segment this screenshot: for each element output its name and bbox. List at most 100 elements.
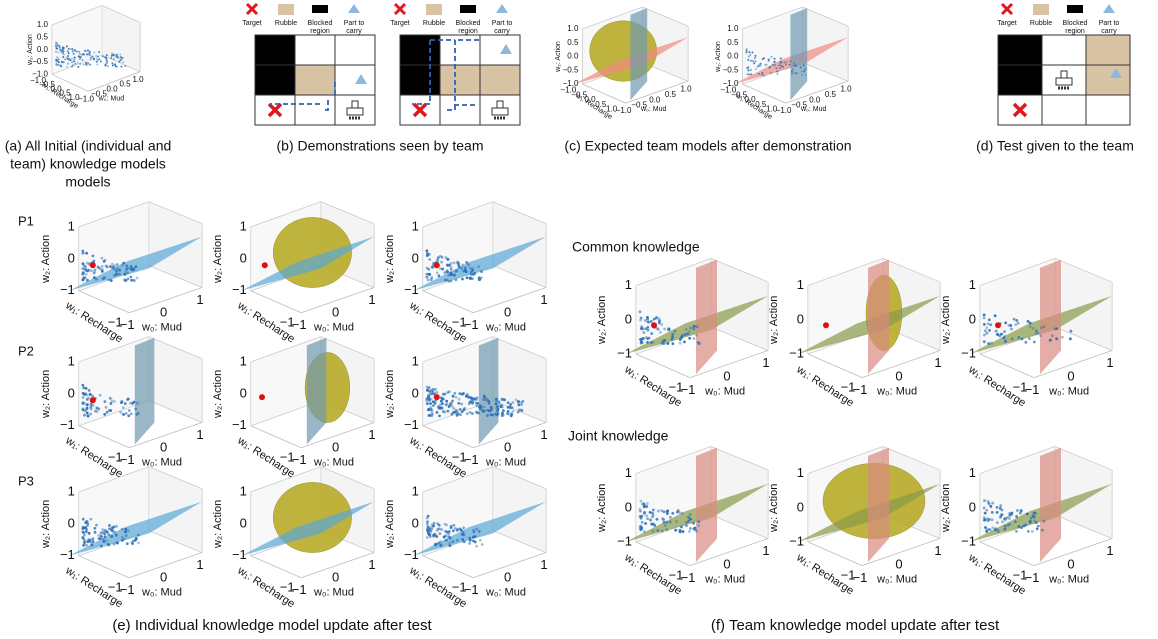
red-dot [434, 394, 440, 400]
sample-dot [109, 397, 112, 400]
sample-dot [1010, 513, 1013, 516]
grid-cell [400, 65, 440, 95]
sample-dot [430, 414, 433, 417]
grid-cell [335, 65, 375, 95]
sample-dot [88, 389, 91, 392]
sample-dot [55, 47, 57, 49]
sample-dot [90, 269, 93, 272]
sample-dot [1029, 322, 1032, 325]
plane [630, 8, 647, 100]
x-tick-label: 1 [934, 355, 941, 370]
sample-dot [461, 278, 464, 281]
sample-dot [466, 393, 469, 396]
x-tick-label: 0.5 [825, 90, 837, 99]
sample-dot [96, 410, 99, 413]
sample-dot [106, 411, 109, 414]
sample-dot [646, 317, 649, 320]
x-axis-label: w₀: Mud [1048, 385, 1089, 397]
sample-dot [1051, 334, 1054, 337]
sample-dot [646, 517, 649, 520]
sample-dot [104, 535, 107, 538]
sample-dot [643, 530, 646, 533]
row-label: P3 [18, 473, 34, 488]
sample-dot [89, 64, 91, 66]
sample-dot [88, 52, 90, 54]
sample-dot [116, 267, 119, 270]
sample-dot [427, 273, 430, 276]
sample-dot [129, 276, 132, 279]
sample-dot [137, 542, 140, 545]
sample-dot [77, 62, 79, 64]
z-axis-label: w₂: Action [212, 235, 224, 284]
sample-dot [483, 410, 486, 413]
sample-dot [466, 412, 469, 415]
sample-dot [116, 263, 119, 266]
x-tick-label: 0 [1067, 369, 1074, 384]
sample-dot [656, 529, 659, 532]
sample-dot [481, 543, 484, 546]
sample-dot [431, 392, 434, 395]
sample-dot [475, 404, 478, 407]
z-tick-label: 1 [412, 218, 419, 233]
sample-dot [985, 509, 988, 512]
sample-dot [130, 413, 133, 416]
sample-dot [642, 502, 645, 505]
plane [868, 448, 889, 562]
sample-dot [435, 535, 438, 538]
back-pane [711, 258, 768, 350]
sample-dot [461, 410, 464, 413]
back-pane [711, 446, 768, 538]
sample-dot [102, 277, 105, 280]
x-tick-label: 1.0 [680, 84, 692, 93]
sample-dot [749, 54, 751, 56]
sample-dot [985, 530, 988, 533]
sample-dot [479, 539, 482, 542]
part-icon [348, 4, 360, 13]
sample-dot [100, 60, 102, 62]
sample-dot [440, 261, 443, 264]
plot: 10−1−101−1w₂: Actionw₀: Mudw₁: Recharge [212, 202, 376, 346]
sample-dot [751, 52, 753, 54]
sample-dot [644, 522, 647, 525]
sample-dot [452, 395, 455, 398]
red-dot [262, 262, 268, 268]
sample-dot [436, 272, 439, 275]
sample-dot [1017, 525, 1020, 528]
sample-dot [100, 257, 103, 260]
sample-dot [122, 262, 125, 265]
sample-dot [445, 539, 448, 542]
sample-dot [443, 536, 446, 539]
plane [868, 260, 889, 374]
sample-dot [93, 270, 96, 273]
sample-dot [441, 256, 444, 259]
x-tick-label: 0.5 [119, 80, 131, 89]
sample-dot [461, 538, 464, 541]
z-tick-label: 1 [969, 277, 976, 292]
sample-dot [672, 342, 675, 345]
sample-dot [472, 273, 475, 276]
sample-dot [671, 512, 674, 515]
z-axis-label: w₂: Action [596, 296, 608, 345]
legend-label: region [1065, 28, 1085, 35]
sample-dot [105, 539, 108, 542]
sample-dot [795, 65, 797, 67]
sample-dot [1032, 327, 1035, 330]
sample-dot [453, 261, 456, 264]
sample-dot [82, 386, 85, 389]
x-tick-label: 0 [332, 305, 339, 320]
z-axis-label: w₂: Action [384, 235, 396, 284]
sample-dot [497, 408, 500, 411]
grid-cell [255, 65, 295, 95]
z-tick-label: −0.5 [563, 65, 579, 74]
sample-dot [459, 408, 462, 411]
sample-dot [117, 56, 119, 58]
sample-dot [112, 64, 114, 66]
sample-dot [132, 540, 135, 543]
sample-dot [988, 318, 991, 321]
sample-dot [664, 524, 667, 527]
sample-dot [452, 540, 455, 543]
sample-dot [983, 340, 986, 343]
sample-dot [647, 321, 650, 324]
grid-cell [1086, 65, 1130, 95]
z-tick-label: 0 [240, 385, 247, 400]
